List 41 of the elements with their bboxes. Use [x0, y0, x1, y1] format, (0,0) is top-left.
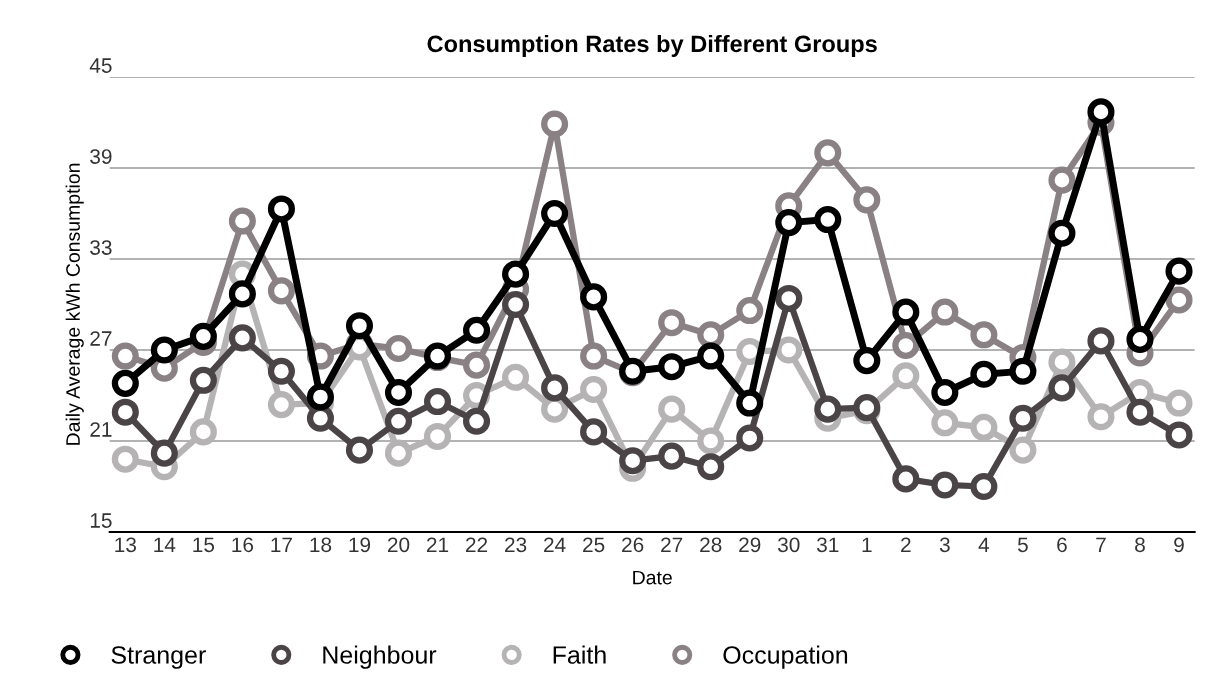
- x-tick-label: 6: [1057, 537, 1067, 553]
- x-axis-title: Date: [633, 570, 672, 585]
- x-tick-label: 26: [622, 537, 644, 553]
- x-tick-label: 24: [544, 537, 566, 552]
- legend-label: Stranger: [111, 646, 206, 669]
- x-tick-label: 13: [115, 537, 136, 553]
- x-tick-label: 30: [777, 537, 800, 553]
- x-tick-label: 9: [1174, 537, 1184, 553]
- x-tick-label: 8: [1135, 537, 1145, 553]
- legend-label: Neighbour: [323, 645, 437, 669]
- x-tick-label: 27: [661, 537, 683, 552]
- x-tick-label: 31: [816, 537, 839, 553]
- x-tick-label: 15: [193, 537, 215, 553]
- y-tick-label: 33: [90, 240, 112, 255]
- x-tick-label: 14: [154, 537, 176, 552]
- x-tick-label: 18: [310, 537, 332, 553]
- x-tick-label: 7: [1096, 537, 1106, 552]
- x-tick-label: 22: [466, 537, 488, 552]
- x-tick-label: 23: [505, 537, 527, 553]
- x-tick-label: 28: [700, 537, 722, 553]
- x-tick-label: 29: [739, 537, 761, 553]
- x-tick-label: 3: [939, 537, 950, 553]
- x-tick-label: 5: [1017, 537, 1028, 553]
- legend-label: Occupation: [723, 645, 848, 669]
- y-tick-label: 21: [90, 422, 112, 437]
- x-tick-label: 1: [862, 537, 872, 552]
- x-tick-label: 25: [583, 537, 605, 553]
- x-tick-label: 17: [271, 537, 292, 552]
- y-axis-title: Daily Average kWh Consumption: [65, 163, 84, 445]
- y-tick-label: 27: [90, 331, 112, 346]
- y-tick-label: 15: [90, 513, 112, 528]
- y-tick-label: 39: [90, 149, 112, 164]
- y-tick-label: 45: [89, 58, 112, 73]
- x-tick-label: 21: [426, 537, 449, 552]
- x-tick-label: 20: [387, 537, 410, 553]
- legend-label: Faith: [553, 645, 606, 664]
- x-tick-label: 19: [349, 537, 371, 553]
- x-tick-label: 16: [232, 537, 254, 553]
- chart-title: Consumption Rates by Different Groups: [427, 34, 877, 57]
- x-tick-label: 4: [978, 537, 990, 552]
- x-tick-label: 2: [901, 537, 911, 552]
